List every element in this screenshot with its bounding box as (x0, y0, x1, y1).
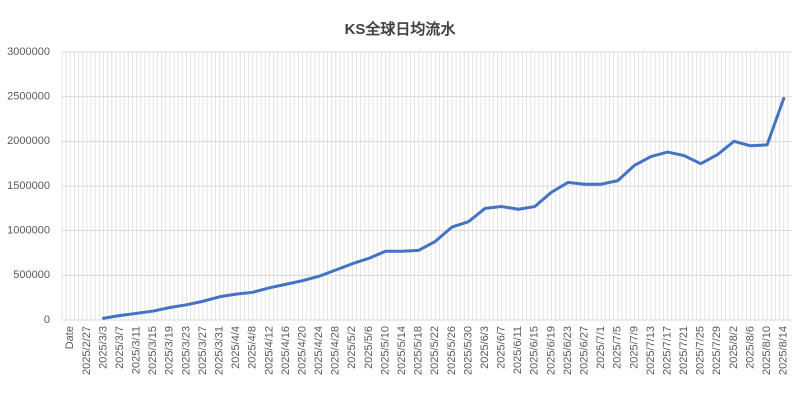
x-tick-label: 2025/8/10 (761, 326, 773, 375)
x-tick-label: 2025/7/25 (695, 326, 707, 375)
line (101, 96, 786, 320)
y-tick-label: 500000 (13, 269, 50, 281)
x-tick-label: 2025/7/9 (628, 326, 640, 369)
x-tick-label: 2025/7/29 (711, 326, 723, 375)
x-tick-label: 2025/5/26 (446, 326, 458, 375)
x-tick-label: 2025/3/3 (97, 326, 109, 369)
x-tick-label: 2025/5/18 (413, 326, 425, 375)
x-tick-label: 2025/6/15 (529, 326, 541, 375)
x-tick-label: 2025/4/20 (296, 326, 308, 375)
x-tick-label: 2025/4/12 (263, 326, 275, 375)
y-tick-label: 1500000 (7, 180, 50, 192)
x-tick-label: 2025/7/1 (595, 326, 607, 369)
x-tick-label: 2025/8/6 (744, 326, 756, 369)
x-tick-label: 2025/4/8 (247, 326, 259, 369)
x-tick-label: 2025/4/28 (330, 326, 342, 375)
x-tick-label: 2025/2/27 (81, 326, 93, 375)
x-tick-label: 2025/5/22 (429, 326, 441, 375)
x-tick-label: 2025/7/21 (678, 326, 690, 375)
x-tick-label: 2025/4/4 (230, 326, 242, 369)
x-tick-label: Date (64, 326, 76, 349)
y-tick-label: 3000000 (7, 46, 50, 58)
y-tick-label: 2500000 (7, 91, 50, 103)
x-tick-label: 2025/3/15 (147, 326, 159, 375)
x-tick-label: 2025/5/6 (363, 326, 375, 369)
x-tick-label: 2025/4/16 (280, 326, 292, 375)
y-tick-label: 0 (44, 314, 50, 326)
x-tick-label: 2025/5/2 (346, 326, 358, 369)
y-tick-label: 2000000 (7, 135, 50, 147)
x-tick-label: 2025/7/5 (612, 326, 624, 369)
x-tick-label: 2025/6/7 (496, 326, 508, 369)
x-tick-label: 2025/5/10 (379, 326, 391, 375)
x-tick-label: 2025/8/14 (778, 326, 790, 375)
x-tick-label: 2025/3/27 (197, 326, 209, 375)
x-tick-label: 2025/5/30 (462, 326, 474, 375)
x-tick-label: 2025/4/24 (313, 326, 325, 375)
x-tick-label: 2025/3/19 (164, 326, 176, 375)
x-tick-label: 2025/3/31 (214, 326, 226, 375)
x-tick-label: 2025/7/17 (661, 326, 673, 375)
chart-title: KS全球日均流水 (345, 20, 457, 38)
x-tick-label: 2025/3/23 (180, 326, 192, 375)
x-tick-label: 2025/6/11 (512, 326, 524, 374)
x-tick-label: 2025/6/23 (562, 326, 574, 375)
x-tick-label: 2025/5/14 (396, 326, 408, 375)
x-tick-label: 2025/8/2 (728, 326, 740, 369)
y-tick-label: 1000000 (7, 225, 50, 237)
x-tick-label: 2025/6/27 (579, 326, 591, 375)
x-tick-label: 2025/3/11 (131, 326, 143, 374)
x-tick-label: 2025/3/7 (114, 326, 126, 369)
x-tick-label: 2025/6/19 (545, 326, 557, 375)
x-tick-label: 2025/6/3 (479, 326, 491, 369)
x-tick-label: 2025/7/13 (645, 326, 657, 375)
